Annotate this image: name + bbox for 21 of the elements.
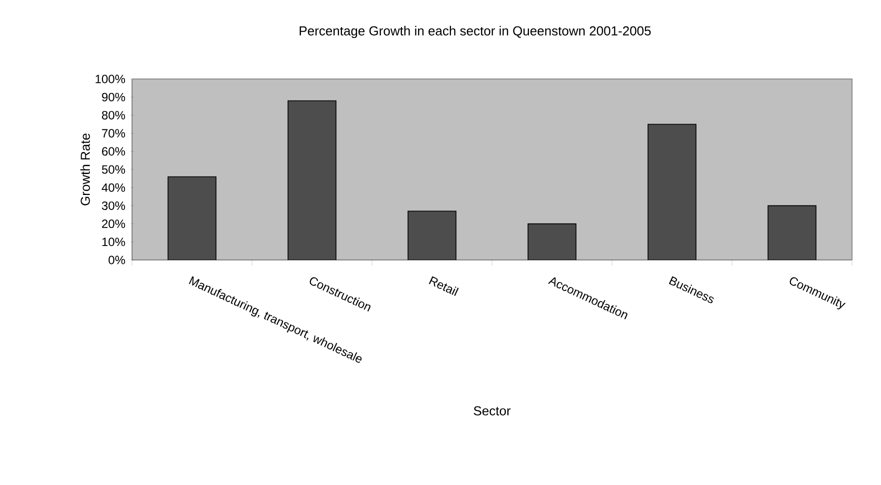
y-axis-title: Growth Rate <box>80 134 90 206</box>
y-tick-label: 0% <box>108 256 126 264</box>
y-tick-label: 40% <box>102 183 126 192</box>
y-tick-label: 90% <box>102 92 126 102</box>
y-tick-label: 80% <box>102 110 126 120</box>
y-tick-label: 20% <box>102 220 126 228</box>
y-tick-label: 10% <box>102 238 126 246</box>
bar <box>288 100 336 260</box>
y-tick-label: 100% <box>96 74 126 84</box>
bar <box>648 124 696 260</box>
y-tick-label: 50% <box>102 165 126 174</box>
bar <box>168 176 216 260</box>
chart-title: Percentage Growth in each sector in Queenstown 2001-2005 <box>300 26 651 38</box>
bar <box>768 205 816 260</box>
y-tick-label: 70% <box>102 129 126 138</box>
y-tick-label: 60% <box>102 147 126 156</box>
bar <box>408 210 456 260</box>
y-tick-label: 30% <box>102 201 126 210</box>
bar <box>528 223 576 260</box>
x-axis-title: Sector <box>474 406 511 416</box>
x-tick-label: Retail <box>428 276 459 296</box>
